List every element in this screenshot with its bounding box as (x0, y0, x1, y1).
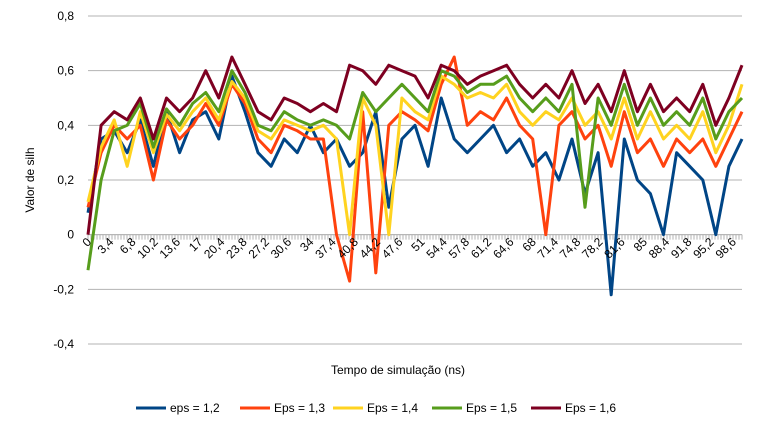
series-lines (86, 55, 744, 297)
y-tick-labels: -0,4 -0,2 0 0,2 0,4 0,6 0,8 (53, 9, 74, 351)
y-tick-label: 0,2 (57, 173, 74, 187)
x-tick-label: 23,8 (223, 235, 250, 262)
x-tick-label: 30,6 (268, 235, 295, 262)
x-tick-label: 98,6 (713, 235, 740, 262)
y-tick-label: -0,4 (53, 337, 74, 351)
grid-lines (88, 15, 742, 345)
legend-item-5: Eps = 1,6 (531, 401, 616, 415)
legend-label: Eps = 1,3 (274, 401, 325, 415)
legend-label: eps = 1,2 (170, 401, 220, 415)
x-axis-title: Tempo de simulação (ns) (331, 363, 465, 377)
y-tick-label: -0,2 (53, 282, 74, 296)
y-tick-label: 0,4 (57, 118, 74, 132)
series-line-4 (86, 69, 744, 271)
legend-item-2: Eps = 1,3 (240, 401, 325, 415)
zero-line (87, 234, 743, 240)
x-tick-label: 3,4 (95, 235, 117, 257)
x-tick-label: 57,8 (446, 235, 473, 262)
y-tick-label: 0,6 (57, 64, 74, 78)
y-tick-label: 0,8 (57, 9, 74, 23)
x-tick-label: 47,6 (379, 235, 406, 262)
y-tick-label: 0 (67, 228, 74, 242)
legend-item-3: Eps = 1,4 (333, 401, 418, 415)
series-line-5 (86, 55, 744, 235)
legend-item-1: eps = 1,2 (136, 401, 220, 415)
legend-label: Eps = 1,5 (466, 401, 517, 415)
legend-label: Eps = 1,6 (565, 401, 616, 415)
series-line-3 (86, 74, 744, 237)
x-tick-label: 88,4 (646, 235, 673, 262)
x-tick-label: 64,6 (490, 235, 517, 262)
x-tick-label: 13,6 (157, 235, 184, 262)
legend-item-4: Eps = 1,5 (432, 401, 517, 415)
x-tick-label: 71,4 (535, 235, 562, 262)
legend-label: Eps = 1,4 (367, 401, 418, 415)
legend: eps = 1,2 Eps = 1,3 Eps = 1,4 Eps = 1,5 Eps … (136, 401, 616, 415)
series-line-2 (86, 55, 744, 283)
y-axis-title: Valor de silh (23, 147, 37, 212)
